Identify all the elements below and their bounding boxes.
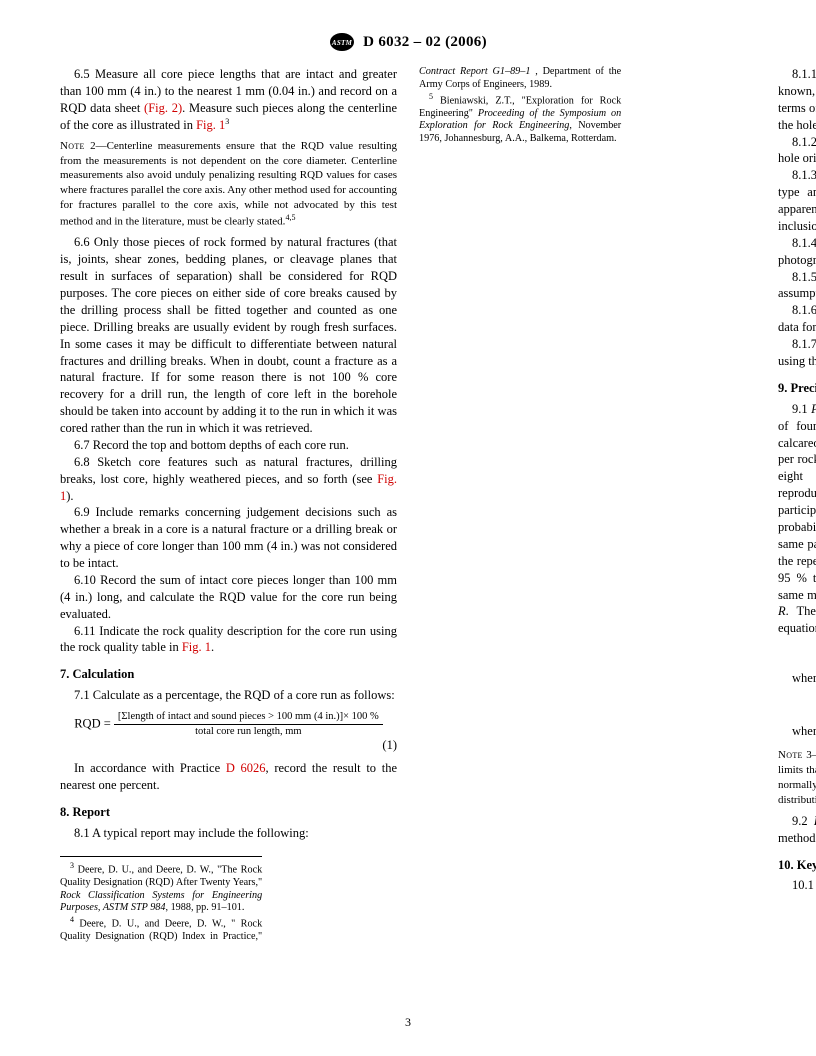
- para-6-11: 6.11 Indicate the rock quality descripti…: [60, 623, 397, 657]
- page: ASTM D 6032 – 02 (2006) 6.5 Measure all …: [0, 0, 816, 1056]
- footnote-4-5-ref: 4,5: [285, 213, 295, 222]
- para-6-6: 6.6 Only those pieces of rock formed by …: [60, 234, 397, 437]
- where-sR: where sR = reproducibility standard devi…: [778, 723, 816, 744]
- astm-logo-icon: ASTM: [329, 32, 355, 52]
- fig1-link-3[interactable]: Fig. 1: [182, 640, 211, 654]
- para-8-1-7: 8.1.7 Report the rock quality classifica…: [778, 336, 816, 370]
- para-6-8: 6.8 Sketch core features such as natural…: [60, 454, 397, 505]
- note-2: Note 2—Centerline measurements ensure th…: [60, 139, 397, 230]
- para-7-1: 7.1 Calculate as a percentage, the RQD o…: [60, 687, 397, 704]
- header: ASTM D 6032 – 02 (2006): [0, 32, 816, 52]
- para-6-7: 6.7 Record the top and bottom depths of …: [60, 437, 397, 454]
- para-8-1-1: 8.1.1 Source of sample including project…: [778, 66, 816, 134]
- para-6-5: 6.5 Measure all core piece lengths that …: [60, 66, 397, 134]
- para-8-1-6: 8.1.6 Include a table of RQD values and/…: [778, 302, 816, 336]
- para-8-1: 8.1 A typical report may include the fol…: [60, 825, 397, 842]
- section-8-heading: 8. Report: [60, 804, 397, 821]
- section-10-heading: 10. Keywords: [778, 857, 816, 874]
- para-9-1: 9.1 Precision6—A round-robin study of th…: [778, 401, 816, 638]
- para-6-9: 6.9 Include remarks concerning judgement…: [60, 504, 397, 572]
- para-8-1-4: 8.1.4 Date of RQD calculations and sketc…: [778, 235, 816, 269]
- para-7-1b: In accordance with Practice D 6026, reco…: [60, 760, 397, 794]
- para-8-1-5: 8.1.5 General indication of any conditio…: [778, 269, 816, 303]
- fig2-link[interactable]: (Fig. 2): [144, 101, 182, 115]
- designation: D 6032 – 02 (2006): [363, 34, 487, 50]
- footnote-5: 5 Bieniawski, Z.T., "Exploration for Roc…: [419, 92, 621, 146]
- para-9-2: 9.2 Bias—There is no accepted reference …: [778, 813, 816, 847]
- section-9-heading: 9. Precision and Bias: [778, 380, 816, 397]
- svg-text:ASTM: ASTM: [331, 39, 353, 47]
- equation-1: RQD = [Σlength of intact and sound piece…: [60, 710, 397, 754]
- footnote-3: 3 Deere, D. U., and Deere, D. W., "The R…: [60, 861, 262, 915]
- para-8-1-2: 8.1.2 Description of drilling equipment,…: [778, 134, 816, 168]
- eq1-number: (1): [382, 738, 397, 752]
- equation-2: (2) r = 2(√2)sr: [778, 643, 816, 664]
- page-number: 3: [0, 1014, 816, 1030]
- footnote-3-ref: 3: [225, 117, 229, 126]
- where-sr: where sr = repeatability standard deviat…: [778, 670, 816, 691]
- para-8-1-3: 8.1.3 Physical description of core runs …: [778, 167, 816, 235]
- section-7-heading: 7. Calculation: [60, 666, 397, 683]
- note-3: Note 3—Some combinations of the means an…: [778, 748, 816, 807]
- d6026-link[interactable]: D 6026: [226, 761, 266, 775]
- para-10-1: 10.1 classification; index; logging; qua…: [778, 877, 816, 894]
- fig1-link[interactable]: Fig. 1: [196, 118, 225, 132]
- para-6-10: 6.10 Record the sum of intact core piece…: [60, 572, 397, 623]
- equation-3: (3) R = 2(√2)sR: [778, 696, 816, 717]
- content-columns: 6.5 Measure all core piece lengths that …: [60, 66, 756, 946]
